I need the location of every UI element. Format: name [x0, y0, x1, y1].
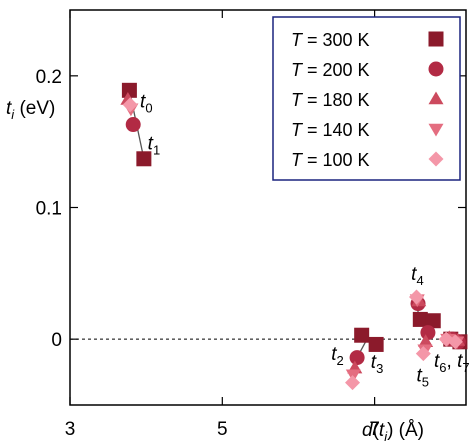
data-point — [349, 350, 365, 366]
data-point — [136, 151, 152, 167]
legend-marker — [428, 151, 444, 167]
legend: T = 300 K T = 200 K T = 180 K T = 140 K T = … — [272, 16, 461, 181]
y-tick-label: 0.1 — [36, 199, 62, 220]
data-point — [368, 336, 384, 352]
x-tick-label: 5 — [217, 419, 228, 440]
data-point — [425, 313, 441, 329]
annotation-t5: t5 — [417, 365, 430, 389]
annotation-t3: t3 — [371, 352, 384, 376]
annotation-t6t7: t6, t7 — [434, 351, 470, 375]
legend-marker — [428, 31, 444, 47]
legend-marker — [428, 123, 444, 137]
series-t-100-k — [122, 97, 463, 391]
data-point — [409, 289, 424, 305]
legend-label: T = 180 K — [291, 90, 370, 110]
legend-label: T = 300 K — [291, 30, 370, 50]
data-point — [354, 327, 370, 343]
legend-label: T = 200 K — [291, 60, 370, 80]
data-point — [412, 311, 428, 327]
data-point — [121, 82, 137, 98]
data-point — [125, 117, 141, 133]
x-tick-label: 3 — [65, 419, 76, 440]
data-point — [418, 334, 434, 348]
y-tick-label: 0.2 — [36, 67, 62, 88]
y-axis-label: ti (eV) — [6, 98, 55, 122]
annotation-t1: t1 — [148, 134, 161, 158]
legend-marker — [428, 61, 444, 77]
data-point — [415, 346, 431, 362]
y-tick-label: 0 — [51, 330, 62, 351]
annotation-t4: t4 — [411, 264, 424, 288]
x-axis-label: d(ti) (Å) — [362, 420, 424, 444]
data-point — [447, 334, 463, 350]
data-point — [345, 369, 361, 383]
legend-marker — [428, 91, 444, 105]
x-tick-label: 7 — [369, 419, 380, 440]
data-point — [122, 97, 138, 113]
legend-label: T = 140 K — [291, 120, 370, 140]
annotation-t2: t2 — [331, 344, 344, 368]
data-point — [420, 325, 436, 341]
annotation-t0: t0 — [140, 91, 153, 115]
legend-label: T = 100 K — [291, 150, 370, 170]
data-point — [345, 375, 361, 391]
